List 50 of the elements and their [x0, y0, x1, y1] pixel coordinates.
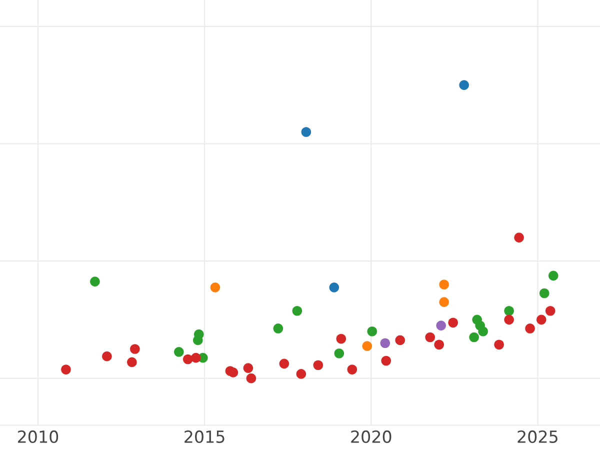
point — [243, 363, 254, 373]
point — [504, 306, 514, 316]
point — [380, 338, 390, 348]
point — [367, 326, 378, 336]
point — [334, 348, 344, 358]
point — [469, 332, 479, 342]
point — [514, 232, 524, 242]
point — [436, 320, 446, 330]
point — [61, 364, 71, 374]
point — [478, 326, 488, 336]
point — [228, 368, 238, 378]
point — [102, 351, 112, 362]
point — [448, 318, 458, 328]
x-tick-label: 2015 — [184, 430, 224, 444]
point — [246, 373, 256, 384]
x-tick-label: 2025 — [518, 430, 558, 444]
point — [525, 324, 535, 334]
point — [459, 80, 469, 90]
point — [192, 335, 203, 346]
point — [545, 306, 556, 316]
point — [494, 340, 504, 350]
point — [548, 270, 558, 281]
point — [296, 369, 306, 379]
point — [434, 340, 444, 350]
point — [381, 356, 392, 366]
point — [127, 357, 137, 368]
point — [313, 360, 324, 370]
point — [539, 288, 550, 298]
point — [182, 354, 193, 364]
point — [130, 344, 140, 354]
point — [347, 364, 358, 374]
point — [279, 358, 290, 369]
x-tick-label: 2020 — [351, 430, 392, 444]
point — [90, 276, 100, 286]
point — [292, 306, 302, 316]
point — [273, 324, 284, 334]
point — [301, 127, 312, 137]
point — [395, 335, 406, 346]
point — [425, 332, 436, 342]
point — [210, 282, 220, 292]
point — [504, 314, 514, 325]
point — [362, 341, 372, 351]
point — [439, 297, 449, 307]
point — [336, 334, 346, 344]
point — [190, 352, 201, 363]
point — [536, 314, 546, 325]
point — [174, 347, 184, 357]
point — [439, 280, 449, 290]
x-tick-label: 2010 — [18, 430, 58, 444]
point — [329, 282, 340, 292]
